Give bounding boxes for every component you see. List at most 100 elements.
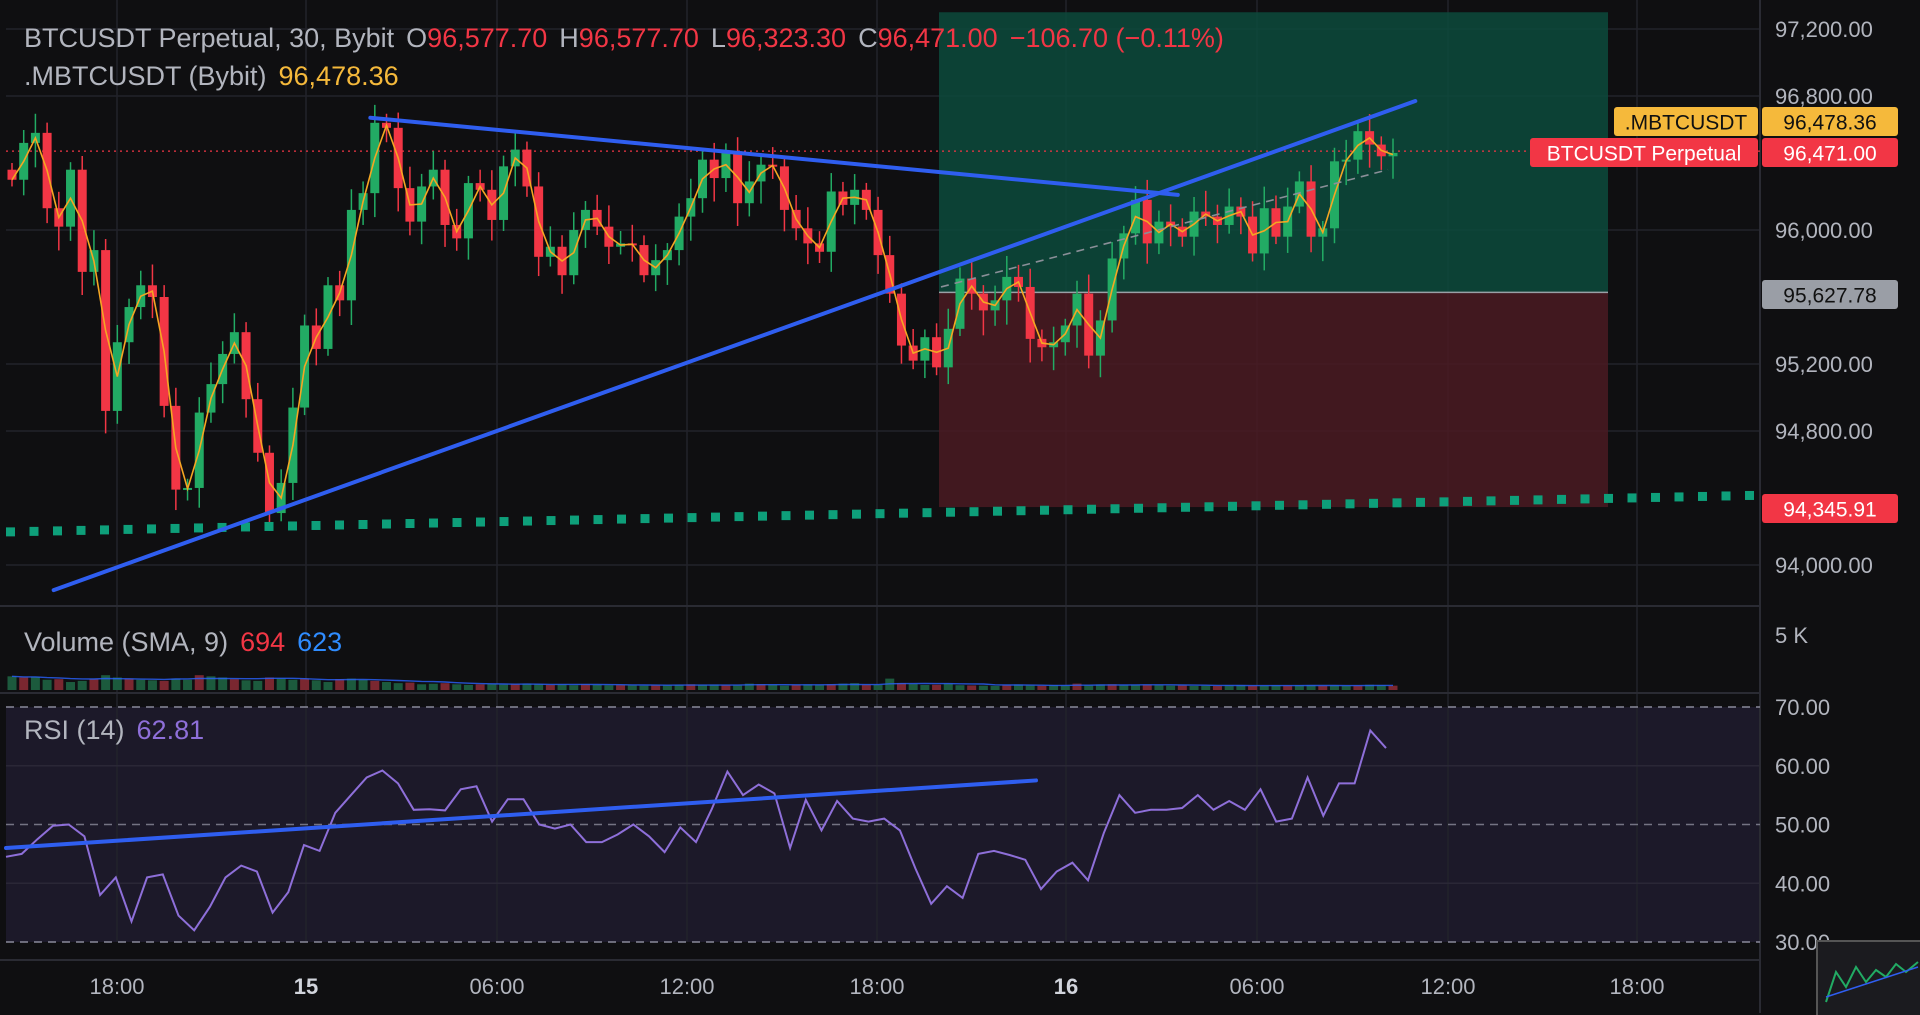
time-tick-label-7: 12:00	[1420, 974, 1475, 999]
volume-bar-100	[1177, 685, 1187, 690]
high-value: 96,577.70	[578, 23, 699, 53]
open-prefix: O	[406, 23, 428, 53]
volume-bar-105	[1236, 685, 1246, 690]
volume-bar-83	[978, 685, 988, 690]
volume-bar-55	[651, 685, 661, 690]
volume-pane	[7, 675, 1398, 690]
dotted-level-mark-53	[1251, 501, 1261, 511]
entry-price-badge: 95,627.78	[1783, 285, 1876, 308]
volume-bar-90	[1060, 685, 1070, 690]
rsi-pane	[4, 706, 1760, 943]
rsi-line	[5, 728, 1387, 932]
dotted-level-mark-72	[1698, 491, 1707, 501]
price-tick-label-0: 97,200.00	[1775, 17, 1873, 42]
volume-bar-10	[124, 678, 134, 690]
volume-bar-114	[1341, 685, 1351, 690]
volume-bar-12	[147, 680, 157, 690]
dotted-level-mark-12	[288, 521, 297, 531]
dotted-level-mark-44	[1040, 505, 1049, 515]
volume-bar-42	[499, 684, 509, 690]
volume-bar-44	[522, 683, 532, 690]
volume-bar-107	[1259, 685, 1269, 690]
volume-sma-line	[11, 675, 1393, 687]
volume-bar-52	[616, 685, 626, 690]
volume-bar-108	[1271, 685, 1281, 690]
dotted-level-mark-18	[429, 518, 438, 528]
volume-bar-72	[850, 683, 860, 690]
volume-bar-112	[1318, 685, 1328, 690]
index-price-badge: 96,478.36	[1783, 112, 1876, 135]
volume-bar-79	[932, 684, 942, 690]
volume-bar-26	[311, 680, 321, 690]
volume-bar-95	[1119, 685, 1129, 690]
dotted-level-mark-17	[405, 519, 415, 529]
volume-bar-97	[1142, 684, 1152, 690]
volume-bar-93	[1095, 684, 1105, 690]
dotted-level-mark-36	[852, 509, 861, 519]
volume-bar-62	[733, 685, 743, 690]
rsi-tick-label-1: 60.00	[1775, 754, 1830, 779]
perp-name-badge-bg	[1530, 138, 1758, 167]
time-tick-label-4: 18:00	[849, 974, 904, 999]
volume-value: 694	[240, 627, 286, 657]
rsi-value: 62.81	[136, 715, 205, 745]
volume-bar-98	[1154, 685, 1164, 690]
volume-bar-17	[206, 676, 216, 690]
dotted-level-mark-68	[1604, 493, 1613, 503]
volume-bar-63	[744, 683, 754, 690]
dotted-level-mark-34	[805, 510, 814, 520]
volume-bar-28	[335, 679, 345, 690]
dotted-level-mark-20	[476, 517, 485, 527]
volume-bar-117	[1376, 685, 1386, 690]
dotted-level-mark-52	[1228, 501, 1237, 511]
dotted-level-mark-43	[1016, 506, 1026, 516]
chart-thumbnail[interactable]	[1816, 940, 1920, 1015]
volume-bar-34	[405, 682, 415, 690]
time-tick-label-0: 18:00	[89, 974, 144, 999]
dotted-level-mark-27	[640, 514, 650, 524]
stop-price-badge-bg	[1762, 494, 1898, 523]
dotted-level-mark-31	[734, 512, 744, 522]
dotted-level-mark-49	[1157, 503, 1167, 513]
dotted-level-mark-4	[100, 525, 109, 535]
dotted-level-mark-29	[687, 513, 697, 523]
volume-bar-111	[1306, 685, 1316, 690]
price-tick-label-5: 94,000.00	[1775, 553, 1873, 578]
dotted-level-mark-15	[358, 519, 368, 529]
rsi-tick-label-3: 40.00	[1775, 871, 1830, 896]
volume-bar-1	[19, 677, 29, 690]
dotted-level-mark-74	[1745, 490, 1754, 500]
dotted-level-mark-23	[546, 516, 556, 526]
volume-bar-49	[580, 684, 590, 690]
dotted-level-mark-2	[53, 526, 62, 536]
volume-bar-73	[861, 684, 871, 690]
dotted-level-mark-40	[946, 507, 955, 517]
volume-bar-84	[990, 685, 1000, 690]
volume-bar-85	[1002, 685, 1012, 690]
index-name-badge: .MBTCUSDT	[1625, 112, 1748, 135]
perp-price-badge-bg	[1762, 138, 1898, 167]
index-label[interactable]: .MBTCUSDT (Bybit)	[24, 61, 267, 91]
volume-sma-value: 623	[297, 627, 343, 657]
price-tick-label-2: 96,000.00	[1775, 218, 1873, 243]
volume-bar-23	[276, 678, 286, 690]
price-tick-label-3: 95,200.00	[1775, 352, 1873, 377]
volume-bar-113	[1329, 685, 1339, 690]
volume-bar-110	[1294, 685, 1304, 690]
dotted-level-mark-5	[123, 524, 133, 534]
volume-label[interactable]: Volume (SMA, 9)	[24, 627, 229, 657]
index-legend: .MBTCUSDT (Bybit) 96,478.36	[24, 63, 411, 90]
volume-bar-3	[42, 679, 52, 690]
rsi-label[interactable]: RSI (14)	[24, 715, 125, 745]
dotted-level	[6, 490, 1754, 537]
symbol-label[interactable]: BTCUSDT Perpetual, 30, Bybit	[24, 23, 395, 53]
dotted-level-mark-57	[1345, 499, 1355, 509]
axes: 97,200.00 96,800.00 96,000.00 95,200.00 94,8…	[89, 17, 1872, 999]
volume-bar-76	[896, 683, 906, 690]
dotted-level-mark-47	[1110, 504, 1120, 514]
volume-bar-67	[791, 684, 801, 690]
rsi-tick-label-0: 70.00	[1775, 695, 1830, 720]
volume-bar-64	[756, 684, 766, 690]
dotted-level-mark-55	[1298, 500, 1308, 510]
